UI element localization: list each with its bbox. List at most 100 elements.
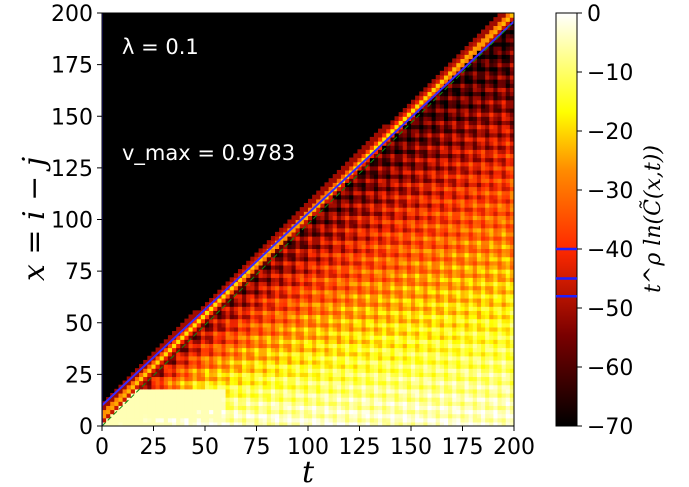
heatmap-cell — [324, 331, 330, 336]
heatmap-cell — [468, 240, 474, 245]
heatmap-cell — [167, 384, 173, 390]
heatmap-cell — [336, 178, 342, 183]
heatmap-cell — [435, 244, 441, 250]
heatmap-cell — [349, 413, 354, 419]
heatmap-cell — [209, 359, 214, 365]
heatmap-cell — [353, 306, 359, 311]
heatmap-cell — [279, 281, 284, 287]
heatmap-cell — [336, 306, 342, 311]
heatmap-cell — [406, 264, 412, 270]
heatmap-cell — [452, 355, 457, 361]
heatmap-cell — [394, 413, 400, 419]
heatmap-cell — [406, 302, 412, 307]
heatmap-cell — [361, 302, 367, 307]
heatmap-cell — [237, 281, 243, 287]
heatmap-cell — [464, 343, 470, 349]
heatmap-cell — [139, 392, 144, 398]
heatmap-cell — [143, 392, 148, 398]
heatmap-cell — [345, 372, 350, 378]
heatmap-cell — [402, 285, 408, 291]
heatmap-cell — [423, 219, 429, 225]
heatmap-cell — [481, 326, 486, 332]
heatmap-cell — [431, 202, 437, 208]
heatmap-cell — [328, 384, 334, 390]
heatmap-cell — [443, 211, 449, 216]
heatmap-cell — [312, 310, 317, 316]
heatmap-cell — [373, 310, 379, 316]
heatmap-cell — [402, 364, 408, 369]
heatmap-cell — [398, 207, 404, 212]
heatmap-cell — [415, 306, 420, 311]
heatmap-cell — [287, 335, 293, 340]
heatmap-cell — [328, 219, 334, 225]
heatmap-cell — [295, 331, 301, 336]
heatmap-cell — [464, 141, 470, 146]
heatmap-cell — [443, 227, 449, 233]
heatmap-cell — [452, 124, 457, 130]
heatmap-cell — [258, 405, 264, 411]
heatmap-cell — [427, 223, 433, 229]
heatmap-cell — [472, 194, 478, 200]
heatmap-cell — [394, 368, 400, 373]
heatmap-cell — [324, 293, 330, 299]
heatmap-cell — [172, 397, 177, 402]
heatmap-cell — [472, 136, 478, 142]
heatmap-cell — [221, 388, 227, 394]
heatmap-cell — [452, 297, 457, 303]
heatmap-cell — [262, 417, 268, 423]
heatmap-cell — [151, 405, 157, 411]
heatmap-cell — [254, 417, 260, 423]
heatmap-cell — [373, 364, 379, 369]
heatmap-cell — [200, 306, 206, 311]
heatmap-cell — [254, 306, 260, 311]
heatmap-cell — [485, 310, 490, 316]
heatmap-cell — [435, 322, 441, 328]
heatmap-cell — [382, 306, 387, 311]
heatmap-cell — [126, 397, 132, 402]
heatmap-cell — [340, 376, 346, 382]
heatmap-cell — [460, 215, 466, 221]
heatmap-cell — [373, 269, 379, 274]
heatmap-cell — [452, 198, 457, 204]
heatmap-cell — [213, 397, 218, 402]
heatmap-cell — [481, 231, 486, 237]
heatmap-cell — [386, 289, 391, 295]
heatmap-cell — [390, 244, 396, 250]
heatmap-cell — [448, 293, 453, 299]
heatmap-cell — [246, 293, 251, 299]
heatmap-cell — [435, 231, 441, 237]
heatmap-cell — [382, 145, 387, 150]
heatmap-cell — [205, 310, 210, 316]
heatmap-cell — [308, 211, 313, 216]
heatmap-cell — [180, 421, 185, 426]
heatmap-cell — [303, 405, 309, 411]
heatmap-cell — [279, 273, 284, 278]
heatmap-cell — [411, 231, 416, 237]
heatmap-cell — [365, 293, 371, 299]
heatmap-cell — [299, 372, 305, 378]
heatmap-cell — [448, 112, 453, 117]
heatmap-cell — [213, 401, 218, 406]
heatmap-cell — [324, 314, 330, 320]
heatmap-cell — [143, 413, 148, 419]
heatmap-cell — [485, 248, 490, 254]
heatmap-cell — [373, 194, 379, 200]
heatmap-cell — [448, 285, 453, 291]
heatmap-cell — [353, 314, 359, 320]
heatmap-cell — [460, 145, 466, 150]
heatmap-cell — [406, 289, 412, 295]
heatmap-cell — [423, 248, 429, 254]
heatmap-cell — [443, 116, 449, 121]
heatmap-cell — [357, 236, 363, 241]
heatmap-cell — [345, 359, 350, 365]
heatmap-cell — [464, 355, 470, 361]
heatmap-cell — [213, 359, 218, 365]
heatmap-cell — [200, 351, 206, 357]
heatmap-cell — [328, 182, 334, 188]
heatmap-cell — [398, 145, 404, 150]
heatmap-cell — [398, 186, 404, 192]
heatmap-cell — [254, 388, 260, 394]
heatmap-cell — [481, 215, 486, 221]
heatmap-cell — [279, 347, 284, 353]
heatmap-cell — [390, 120, 396, 126]
